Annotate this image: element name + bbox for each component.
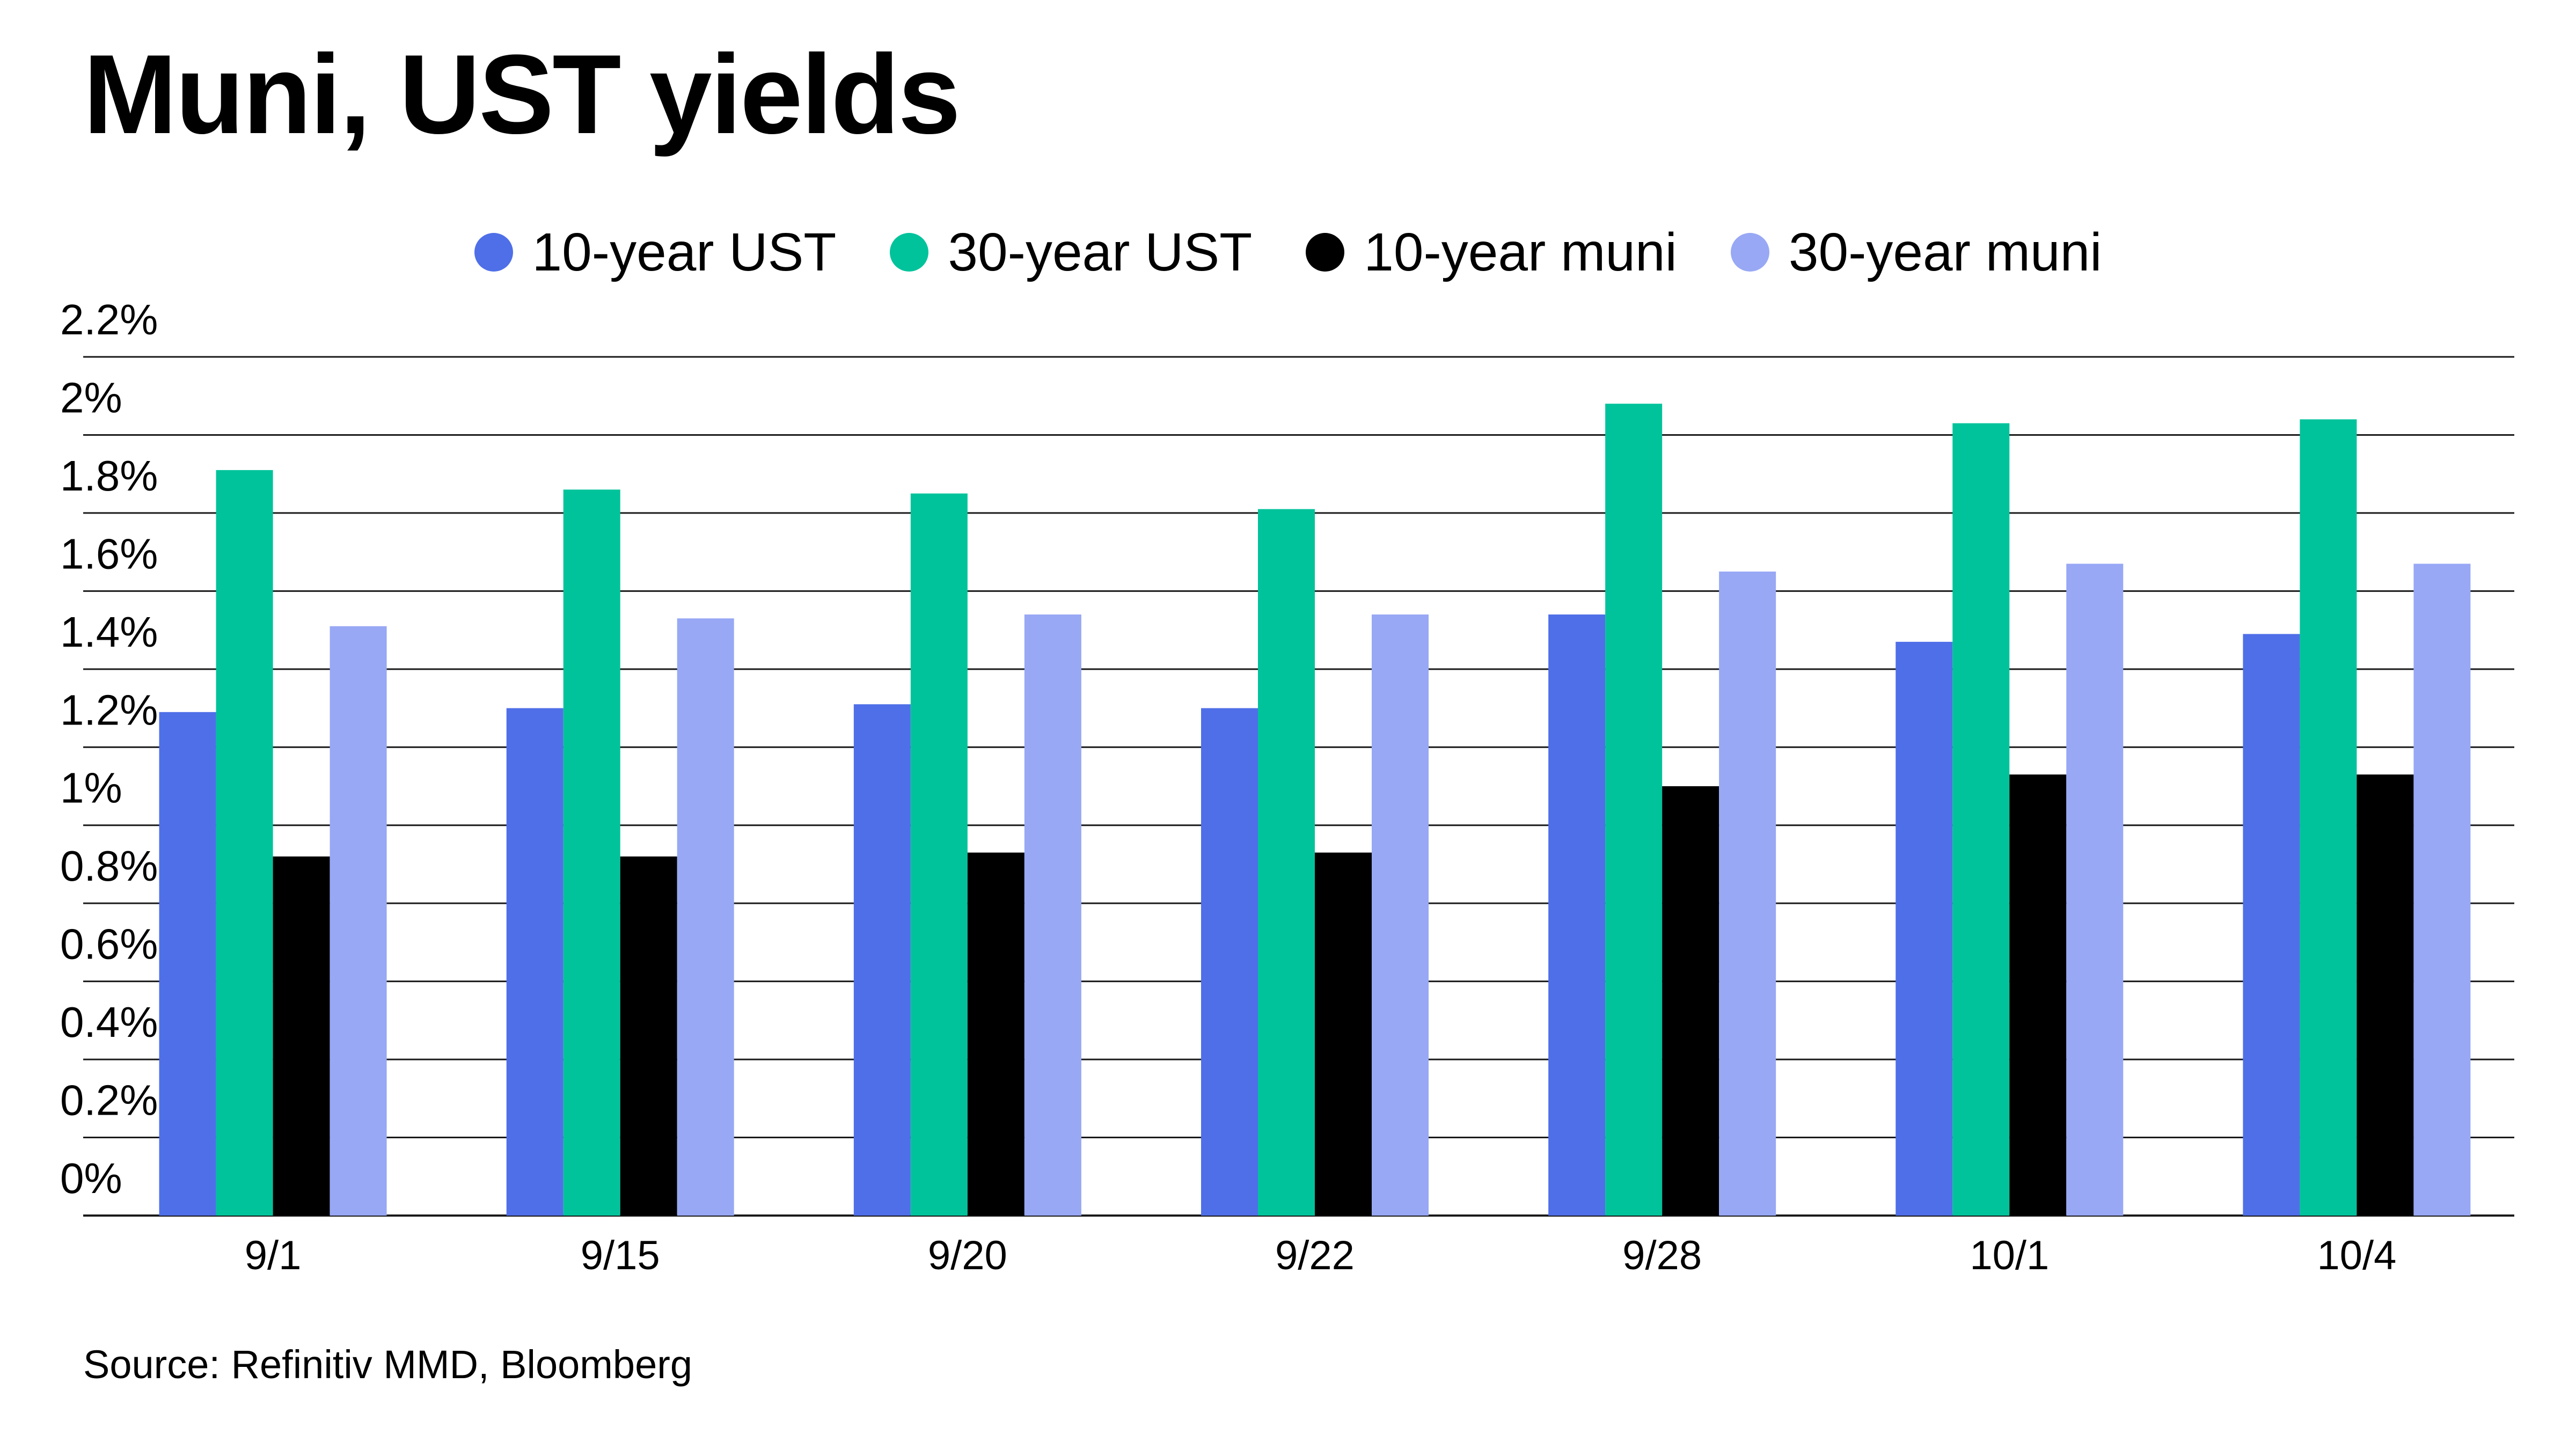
legend-label: 10-year UST — [532, 222, 837, 282]
legend-label: 10-year muni — [1364, 222, 1677, 282]
x-tick-label: 9/15 — [581, 1233, 660, 1278]
bar — [1719, 572, 1776, 1216]
bar — [2243, 634, 2300, 1216]
y-tick-label: 0.4% — [60, 998, 158, 1046]
y-tick-label: 2.2% — [60, 296, 158, 343]
bar — [1024, 614, 1081, 1216]
bar — [620, 856, 677, 1216]
bar — [1662, 786, 1719, 1216]
chart-legend: 10-year UST 30-year UST 10-year muni 30-yea… — [0, 215, 2576, 290]
legend-swatch — [474, 233, 513, 272]
legend-item: 30-year UST — [890, 222, 1252, 283]
x-tick-label: 10/1 — [1970, 1233, 2049, 1278]
y-tick-label: 1% — [60, 764, 122, 812]
bar — [1952, 423, 2010, 1216]
bar — [1201, 708, 1258, 1216]
y-tick-label: 1.2% — [60, 686, 158, 734]
legend-label: 30-year UST — [948, 222, 1253, 282]
x-tick-label: 9/28 — [1622, 1233, 1702, 1278]
x-tick-label: 9/1 — [245, 1233, 302, 1278]
bar — [2413, 564, 2471, 1216]
x-tick-label: 10/4 — [2317, 1233, 2396, 1278]
legend-swatch — [890, 233, 929, 272]
bar — [506, 708, 564, 1216]
y-tick-label: 1.8% — [60, 452, 158, 500]
bar — [910, 493, 968, 1216]
bar — [967, 852, 1024, 1216]
y-tick-label: 0.2% — [60, 1077, 158, 1124]
bar — [1605, 404, 1663, 1216]
bar — [853, 704, 911, 1216]
legend-swatch — [1306, 233, 1345, 272]
y-tick-label: 0% — [60, 1154, 122, 1202]
legend-item: 30-year muni — [1730, 222, 2102, 283]
y-tick-label: 0.8% — [60, 842, 158, 890]
source-note: Source: Refinitiv MMD, Bloomberg — [83, 1342, 693, 1387]
legend-item: 10-year UST — [474, 222, 837, 283]
bar — [1548, 614, 1606, 1216]
y-tick-label: 1.4% — [60, 608, 158, 656]
bar — [563, 489, 620, 1216]
bar — [273, 856, 330, 1216]
bar — [2066, 564, 2124, 1216]
legend-label: 30-year muni — [1788, 222, 2102, 282]
y-tick-label: 2% — [60, 374, 122, 421]
bar — [216, 470, 273, 1216]
bar — [2357, 774, 2414, 1216]
bar — [677, 618, 734, 1216]
bar — [2009, 774, 2067, 1216]
bar — [1896, 641, 1953, 1216]
chart-title: Muni, UST yields — [83, 31, 961, 157]
bar — [2300, 419, 2357, 1216]
x-tick-label: 9/20 — [928, 1233, 1007, 1278]
x-tick-label: 9/22 — [1275, 1233, 1355, 1278]
bar — [1258, 509, 1315, 1216]
y-tick-label: 0.6% — [60, 920, 158, 968]
bar — [1315, 852, 1372, 1216]
legend-swatch — [1730, 233, 1769, 272]
y-tick-label: 1.6% — [60, 530, 158, 577]
legend-item: 10-year muni — [1306, 222, 1677, 283]
bar — [330, 626, 387, 1216]
bar — [159, 712, 216, 1216]
bar — [1372, 614, 1429, 1216]
